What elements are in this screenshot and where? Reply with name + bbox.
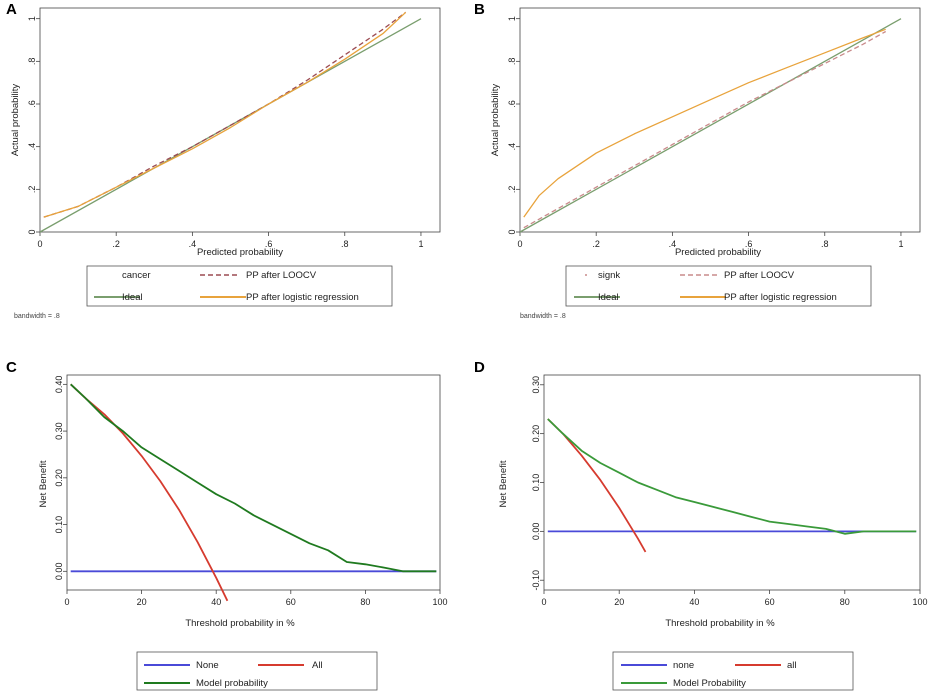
- x-tick-label: 1: [898, 239, 903, 249]
- legend-label: Model probability: [196, 678, 268, 689]
- x-tick-label: 80: [360, 597, 370, 607]
- legend-label: PP after logistic regression: [724, 292, 837, 303]
- x-tick-label: 40: [211, 597, 221, 607]
- x-tick-label: .4: [669, 239, 677, 249]
- y-tick-label: 1: [507, 16, 517, 21]
- x-axis-label: Threshold probability in %: [665, 618, 775, 629]
- plot-area: [66, 374, 441, 591]
- bandwidth-note: bandwidth = .8: [520, 313, 566, 320]
- y-tick-label: .6: [507, 100, 517, 108]
- legend-label: All: [312, 660, 323, 671]
- series-line-model-probability: [70, 383, 437, 573]
- panel-label: C: [6, 359, 17, 376]
- legend-label: None: [196, 660, 219, 671]
- y-tick-label: 0.00: [54, 563, 64, 581]
- x-tick-label: 80: [840, 597, 850, 607]
- y-tick-label: .4: [507, 143, 517, 151]
- series-line-pp-after-logistic-regression: [43, 11, 407, 218]
- y-axis-label: Actual probability: [10, 84, 21, 157]
- bandwidth-note: bandwidth = .8: [14, 313, 60, 320]
- series-line-ideal: [519, 18, 902, 233]
- legend-label: Model Probability: [673, 678, 746, 689]
- series-line-pp-after-loocv: [523, 30, 887, 229]
- y-tick-label: -0.10: [531, 570, 541, 591]
- legend-label: PP after LOOCV: [724, 270, 795, 281]
- legend-label: Ideal: [122, 292, 143, 303]
- panel-d: D -0.10 0.00 0.10 0.20 0.30 0 20 40 60 80 100 Thresh…: [474, 359, 928, 691]
- x-tick-label: 1: [418, 239, 423, 249]
- y-tick-label: 0.10: [531, 474, 541, 492]
- panel-label: B: [474, 1, 485, 18]
- x-axis-label: Predicted probability: [197, 247, 283, 258]
- panel-c: C 0.00 0.10 0.20 0.30 0.40 0 20 40 60 80 100 Thresho…: [6, 359, 448, 691]
- x-axis-label: Threshold probability in %: [185, 618, 295, 629]
- series-line-model-probability: [547, 418, 917, 535]
- y-tick-label: 0.10: [54, 516, 64, 534]
- x-tick-label: 100: [912, 597, 927, 607]
- x-tick-label: .8: [821, 239, 829, 249]
- series-line-pp-after-loocv: [43, 11, 407, 218]
- x-tick-label: .6: [745, 239, 753, 249]
- y-tick-label: 1: [27, 16, 37, 21]
- y-tick-label: .6: [27, 100, 37, 108]
- y-tick-label: 0.30: [531, 376, 541, 394]
- panel-label: A: [6, 1, 17, 18]
- y-tick-label: 0.00: [531, 523, 541, 541]
- y-tick-label: .2: [507, 186, 517, 194]
- y-tick-label: 0.20: [531, 425, 541, 443]
- panel-b: B 0 .2 .4 .6 .8 1 0 .2 .4 .6 .8 1 Predicted probabili…: [474, 1, 921, 320]
- y-axis-label: Net Benefit: [498, 460, 509, 507]
- legend-label: signk: [598, 270, 620, 281]
- y-tick-label: 0.20: [54, 469, 64, 487]
- series-line-all: [70, 383, 229, 602]
- plot-area: [543, 374, 921, 591]
- plot-area: [519, 7, 921, 233]
- x-tick-label: .2: [112, 239, 120, 249]
- x-tick-label: .6: [265, 239, 273, 249]
- x-tick-label: 0: [517, 239, 522, 249]
- y-tick-label: 0: [27, 229, 37, 234]
- x-tick-label: 0: [541, 597, 546, 607]
- x-tick-label: 60: [286, 597, 296, 607]
- x-tick-label: 20: [137, 597, 147, 607]
- x-tick-label: 20: [614, 597, 624, 607]
- x-tick-label: .2: [592, 239, 600, 249]
- y-tick-label: 0.40: [54, 376, 64, 394]
- x-tick-label: 60: [765, 597, 775, 607]
- x-axis-label: Predicted probability: [675, 247, 761, 258]
- y-tick-label: .8: [27, 58, 37, 66]
- legend-label: PP after LOOCV: [246, 270, 317, 281]
- legend-swatch: [585, 274, 587, 276]
- x-tick-label: 40: [689, 597, 699, 607]
- legend-box: [565, 265, 872, 307]
- legend-label: all: [787, 660, 797, 671]
- x-tick-label: .8: [341, 239, 349, 249]
- plot-area: [39, 7, 441, 233]
- x-tick-label: 100: [432, 597, 447, 607]
- y-tick-label: .2: [27, 186, 37, 194]
- x-tick-label: .4: [189, 239, 197, 249]
- y-axis-label: Net Benefit: [38, 460, 49, 507]
- series-line-pp-after-logistic-regression: [523, 28, 886, 218]
- y-tick-label: 0: [507, 229, 517, 234]
- legend-label: Ideal: [598, 292, 619, 303]
- legend-label: PP after logistic regression: [246, 292, 359, 303]
- x-tick-label: 0: [37, 239, 42, 249]
- legend-box: [86, 265, 393, 307]
- y-tick-label: .4: [27, 143, 37, 151]
- panel-label: D: [474, 359, 485, 376]
- x-tick-label: 0: [64, 597, 69, 607]
- legend-label: cancer: [122, 270, 151, 281]
- y-axis-label: Actual probability: [490, 84, 501, 157]
- panel-a: A 0 .2 .4 .6 .8 1 0 .2 .4 .6 .8 1 Predicted probabili…: [6, 1, 441, 320]
- y-tick-label: .8: [507, 58, 517, 66]
- y-tick-label: 0.30: [54, 422, 64, 440]
- legend-label: none: [673, 660, 694, 671]
